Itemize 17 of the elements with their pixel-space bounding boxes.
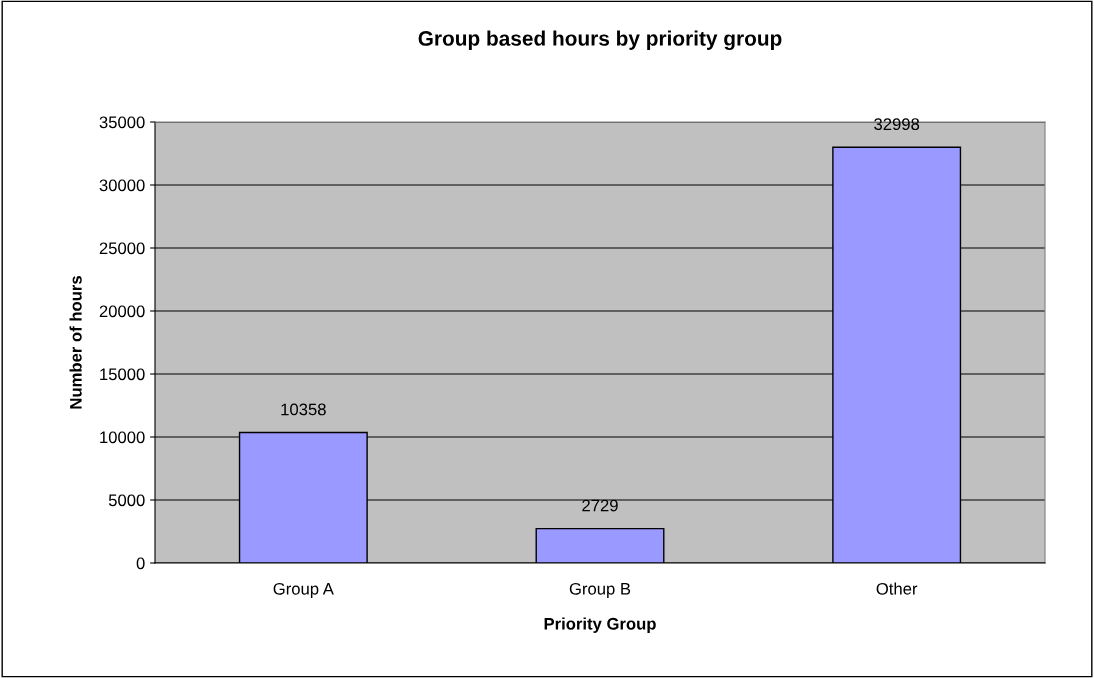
data-label: 32998 bbox=[874, 118, 920, 131]
data-label: 2729 bbox=[582, 499, 618, 512]
data-label: 10358 bbox=[281, 403, 326, 416]
y-axis-title: Number of hours bbox=[69, 276, 82, 409]
x-tick-label: Group A bbox=[273, 582, 334, 598]
x-axis-title: Priority Group bbox=[544, 617, 656, 633]
chart-title: Group based hours by priority group bbox=[418, 30, 782, 51]
y-tick-label: 25000 bbox=[99, 242, 145, 255]
y-tick-label: 10000 bbox=[100, 431, 145, 444]
x-tick-label: Other bbox=[876, 582, 918, 595]
y-tick-label: 15000 bbox=[100, 368, 145, 381]
y-tick-label: 20000 bbox=[99, 305, 145, 318]
x-tick-label: Group B bbox=[569, 582, 631, 598]
y-tick-label: 35000 bbox=[99, 116, 145, 129]
y-tick-label: 30000 bbox=[99, 179, 145, 192]
y-tick-label: 0 bbox=[136, 557, 145, 570]
y-tick-label: 5000 bbox=[108, 494, 145, 507]
